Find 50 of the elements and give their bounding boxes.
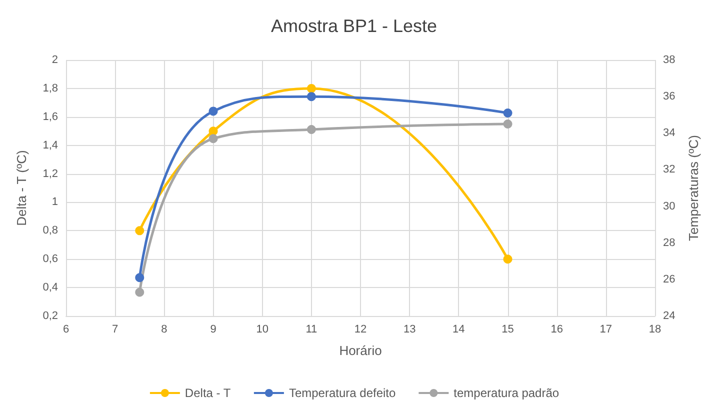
y-tick-label: 1,4 [42,139,58,152]
x-tick-label: 13 [403,324,416,336]
x-tick-label: 14 [452,324,465,336]
x-tick-label: 15 [502,324,514,336]
y-tick-label: 0,8 [42,224,58,237]
y2-tick-label: 34 [663,127,676,140]
point [306,84,316,93]
x-tick-label: 7 [112,324,118,336]
y2-tick-label: 26 [663,273,676,286]
point [503,120,512,128]
point [135,288,144,297]
x-axis-title: Horário [339,343,382,358]
x-tick-label: 17 [600,324,612,336]
x-tick-label: 8 [161,324,168,336]
y-tick-label: 1,2 [42,168,58,180]
point [306,124,316,134]
y-tick-label: 1 [52,196,58,208]
point [208,126,218,136]
y-tick-label: 0,4 [42,282,58,294]
y2-tick-label: 30 [663,200,676,212]
y2-tick-label: 28 [663,236,676,249]
x-tick-label: 11 [306,324,318,336]
point [208,106,218,116]
point [503,108,512,118]
x-tick-label: 12 [354,324,367,336]
legend-label: temperatura padrão [454,386,560,400]
point [208,134,218,144]
y-tick-label: 0,2 [42,310,58,322]
y-tick-label: 0,6 [42,253,58,266]
y2-axis-title: Temperaturas (ºC) [686,135,701,241]
y2-tick-label: 32 [663,164,676,176]
chart-title: Amostra BP1 - Leste [270,16,438,36]
point [306,92,316,102]
y-tick-label: 1,8 [42,82,58,94]
x-tick-label: 16 [550,324,563,336]
x-tick-label: 9 [210,324,216,336]
point [135,273,144,282]
x-tick-label: 18 [648,324,662,336]
legend-label: Temperatura defeito [288,386,396,400]
y2-tick-label: 38 [663,54,676,66]
y-axis-title: Delta - T (ºC) [14,150,29,226]
y-tick-label: 1,6 [42,110,58,123]
x-tick-label: 6 [62,324,70,336]
point [503,254,512,264]
y-tick-label: 2 [52,54,58,66]
y2-tick-label: 24 [663,310,676,322]
point [135,226,144,236]
y2-tick-label: 36 [663,90,676,103]
x-tick-label: 10 [256,324,268,336]
legend-label: Delta - T [184,386,232,400]
